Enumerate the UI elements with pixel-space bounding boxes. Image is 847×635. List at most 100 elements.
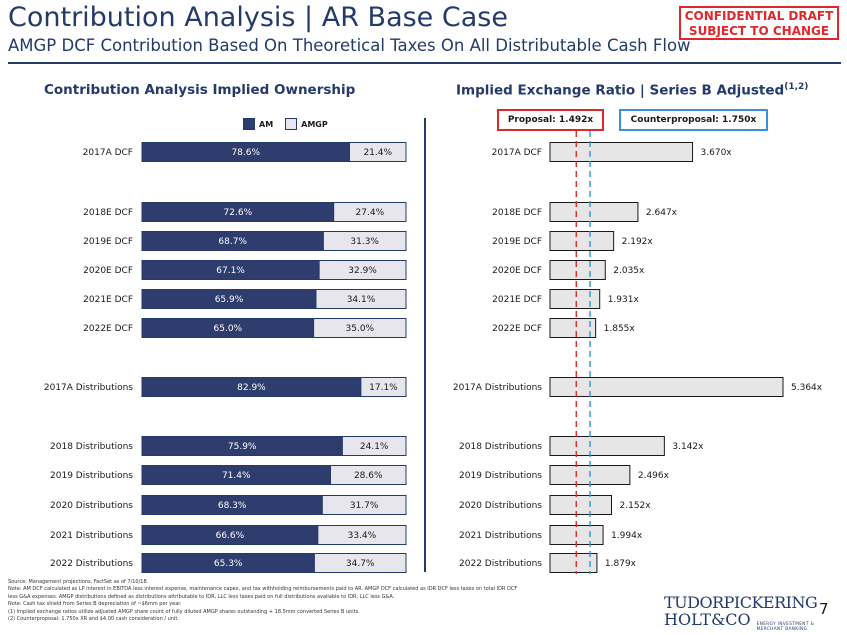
footnote: (2) Counterproposal: 1.750x XR and $4.00… xyxy=(8,616,179,623)
ratio-value-label: 2.192x xyxy=(622,237,654,247)
ratio-category-label: 2019E DCF xyxy=(492,237,542,247)
ratio-category-label: 2020E DCF xyxy=(492,266,542,276)
ownership-am-value: 68.3% xyxy=(218,501,247,511)
ratio-bar xyxy=(549,436,665,456)
ratio-category-label: 2021E DCF xyxy=(492,295,542,305)
ratio-bar xyxy=(549,260,606,280)
ownership-am-value: 75.9% xyxy=(228,442,257,452)
right-section-footnote-ref: (1,2) xyxy=(784,82,809,92)
ownership-amgp-value: 28.6% xyxy=(354,471,383,481)
ownership-amgp-bar xyxy=(333,202,407,222)
ownership-amgp-bar xyxy=(329,465,407,485)
ratio-category-label: 2018E DCF xyxy=(492,208,542,218)
ratio-category-label: 2017A DCF xyxy=(492,148,542,158)
ownership-amgp-value: 32.9% xyxy=(348,266,377,276)
ownership-category-label: 2019E DCF xyxy=(83,237,133,247)
right-section-title: Implied Exchange Ratio | Series B Adjust… xyxy=(456,82,808,99)
ratio-value-label: 3.670x xyxy=(701,148,733,158)
proposal-label: Proposal: 1.492x xyxy=(497,109,604,131)
legend-label-am: AM xyxy=(259,119,274,129)
logo-tagline: ENERGY INVESTMENT & MERCHANT BANKING xyxy=(757,621,815,631)
ratio-value-label: 2.647x xyxy=(646,208,678,218)
ownership-amgp-value: 34.7% xyxy=(346,559,375,569)
ownership-amgp-value: 34.1% xyxy=(347,295,376,305)
footnote: less G&A expenses. AMGP distributions de… xyxy=(8,593,395,600)
ratio-category-label: 2022 Distributions xyxy=(459,559,542,569)
ratio-bar xyxy=(549,231,615,251)
ownership-amgp-value: 24.1% xyxy=(360,442,389,452)
ownership-category-label: 2021 Distributions xyxy=(50,531,133,541)
ownership-category-label: 2020E DCF xyxy=(83,266,133,276)
ownership-amgp-bar xyxy=(349,142,407,162)
ownership-category-label: 2018E DCF xyxy=(83,208,133,218)
ownership-am-value: 65.0% xyxy=(214,324,243,334)
confidential-line-1: CONFIDENTIAL DRAFT xyxy=(684,9,834,23)
ownership-amgp-bar xyxy=(317,525,407,545)
ownership-amgp-bar xyxy=(315,289,407,309)
ownership-category-label: 2017A Distributions xyxy=(44,383,133,393)
ownership-am-value: 67.1% xyxy=(216,266,245,276)
ownership-amgp-bar xyxy=(360,377,407,397)
ownership-amgp-bar xyxy=(321,495,407,515)
ownership-category-label: 2022E DCF xyxy=(83,324,133,334)
logo-line-2-row: HOLT&CO ENERGY INVESTMENT & MERCHANT BAN… xyxy=(664,610,814,631)
logo-line-2: HOLT&CO xyxy=(664,610,751,629)
ownership-am-value: 66.6% xyxy=(216,531,245,541)
ownership-am-value: 72.6% xyxy=(224,208,253,218)
ownership-category-label: 2018 Distributions xyxy=(50,442,133,452)
ownership-amgp-value: 17.1% xyxy=(369,383,398,393)
footnote: Note: AM DCF calculated as LP interest i… xyxy=(8,586,518,593)
ratio-category-label: 2017A Distributions xyxy=(453,383,542,393)
ownership-category-label: 2020 Distributions xyxy=(50,501,133,511)
ratio-value-label: 2.035x xyxy=(613,266,645,276)
ownership-am-value: 65.3% xyxy=(214,559,243,569)
ratio-value-label: 5.364x xyxy=(791,383,823,393)
ratio-bar xyxy=(549,553,598,573)
footnote: Note: Cash tax shield from Series B depr… xyxy=(8,601,182,608)
logo-tagline-1: ENERGY INVESTMENT & xyxy=(756,621,815,626)
ownership-amgp-value: 33.4% xyxy=(348,531,377,541)
ownership-category-label: 2019 Distributions xyxy=(50,471,133,481)
ratio-category-label: 2018 Distributions xyxy=(459,442,542,452)
page-subtitle: AMGP DCF Contribution Based On Theoretic… xyxy=(8,36,691,55)
confidential-line-2: SUBJECT TO CHANGE xyxy=(688,24,830,38)
page-number: 7 xyxy=(819,600,829,618)
ownership-category-label: 2021E DCF xyxy=(83,295,133,305)
ratio-bar xyxy=(549,142,694,162)
ratio-value-label: 2.496x xyxy=(638,471,670,481)
ratio-category-label: 2021 Distributions xyxy=(459,531,542,541)
legend-swatch-amgp xyxy=(285,118,298,130)
logo-tagline-2: MERCHANT BANKING xyxy=(756,626,808,631)
ratio-bar xyxy=(549,202,639,222)
right-section-title-text: Implied Exchange Ratio | Series B Adjust… xyxy=(456,82,785,99)
counterproposal-label: Counterproposal: 1.750x xyxy=(619,109,768,131)
ownership-category-label: 2017A DCF xyxy=(83,148,133,158)
ratio-value-label: 1.994x xyxy=(611,531,643,541)
ratio-bar xyxy=(549,318,597,338)
left-section-title: Contribution Analysis Implied Ownership xyxy=(44,82,356,98)
ratio-value-label: 1.879x xyxy=(605,559,637,569)
ownership-am-value: 65.9% xyxy=(215,295,244,305)
confidential-badge: CONFIDENTIAL DRAFT SUBJECT TO CHANGE xyxy=(679,6,839,40)
company-logo: TUDORPICKERING HOLT&CO ENERGY INVESTMENT… xyxy=(664,594,818,631)
ownership-amgp-bar xyxy=(318,260,407,280)
ownership-amgp-bar xyxy=(313,553,407,573)
ownership-category-label: 2022 Distributions xyxy=(50,559,133,569)
header-rule xyxy=(8,62,841,64)
ratio-category-label: 2022E DCF xyxy=(492,324,542,334)
ownership-amgp-value: 31.3% xyxy=(350,237,379,247)
legend-label-amgp: AMGP xyxy=(301,119,328,129)
ownership-amgp-bar xyxy=(322,231,407,251)
ownership-amgp-value: 21.4% xyxy=(363,148,392,158)
ownership-amgp-value: 35.0% xyxy=(346,324,375,334)
ownership-am-value: 68.7% xyxy=(218,237,247,247)
footnote: (1) Implied exchange ratios utilize adju… xyxy=(8,608,360,615)
ratio-category-label: 2020 Distributions xyxy=(459,501,542,511)
ratio-bar xyxy=(549,289,601,309)
ratio-bar xyxy=(549,377,784,397)
footnotes: Source: Management projections. FactSet … xyxy=(8,579,648,623)
ownership-amgp-value: 27.4% xyxy=(356,208,385,218)
chart-legend: AM AMGP xyxy=(243,118,328,130)
ratio-category-label: 2019 Distributions xyxy=(459,471,542,481)
